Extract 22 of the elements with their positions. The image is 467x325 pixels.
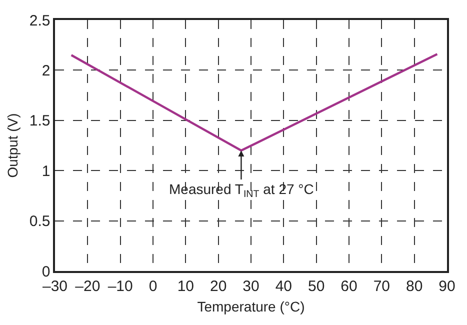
y-tick-label: 2.5 — [29, 12, 50, 30]
x-tick-label: 40 — [275, 278, 292, 295]
x-tick-label: 10 — [177, 278, 194, 295]
x-tick-label: 0 — [148, 278, 158, 295]
x-tick-label: 90 — [438, 278, 456, 295]
x-axis-title: Temperature (°C) — [197, 298, 305, 315]
y-tick-label: 1.5 — [29, 112, 50, 130]
x-tick-label: 80 — [406, 278, 423, 295]
y-tick-label: 1 — [42, 162, 50, 180]
x-tick-label: 20 — [210, 278, 227, 295]
x-tick-label: –20 — [75, 278, 100, 295]
x-tick-label: –30 — [42, 278, 68, 295]
x-tick-label: 30 — [242, 278, 260, 295]
annotation: Measured T$_{INT}$ at 27 °C — [169, 181, 314, 200]
x-tick-label: 60 — [340, 278, 358, 295]
x-tick-label: –10 — [108, 278, 133, 295]
y-axis-title: Output (V) — [4, 113, 20, 178]
x-tick-label: 50 — [308, 278, 325, 295]
x-tick-label: 70 — [373, 278, 390, 295]
y-tick-label: 2 — [42, 62, 50, 80]
y-tick-label: 0 — [42, 263, 50, 280]
y-tick-label: 0.5 — [29, 213, 50, 230]
